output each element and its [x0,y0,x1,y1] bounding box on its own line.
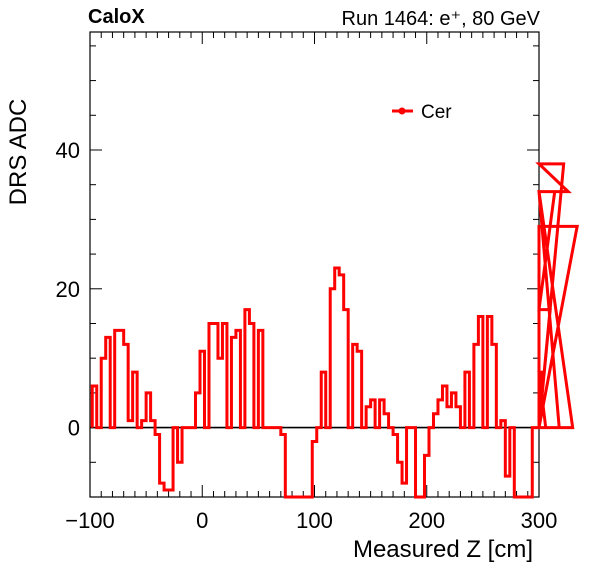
y-tick-label: 0 [68,416,80,441]
x-tick-label: 200 [408,508,445,533]
experiment-label: CaloX [88,6,145,28]
x-tick-label: 0 [196,508,208,533]
x-tick-label: 100 [296,508,333,533]
tick-labels: −100 0 100 200 300 0 20 40 [56,138,558,533]
y-tick-label: 40 [56,138,80,163]
legend-label: Cer [421,102,452,123]
legend: Cer [392,102,452,123]
legend-marker [398,107,406,115]
x-tick-label: 300 [521,508,558,533]
y-axis-label: DRS ADC [5,99,32,206]
run-info: Run 1464: e⁺, 80 GeV [341,8,540,30]
x-axis-label: Measured Z [cm] [353,536,533,563]
y-tick-label: 20 [56,277,80,302]
x-tick-label: −100 [65,508,115,533]
series-cer-line [90,162,579,499]
